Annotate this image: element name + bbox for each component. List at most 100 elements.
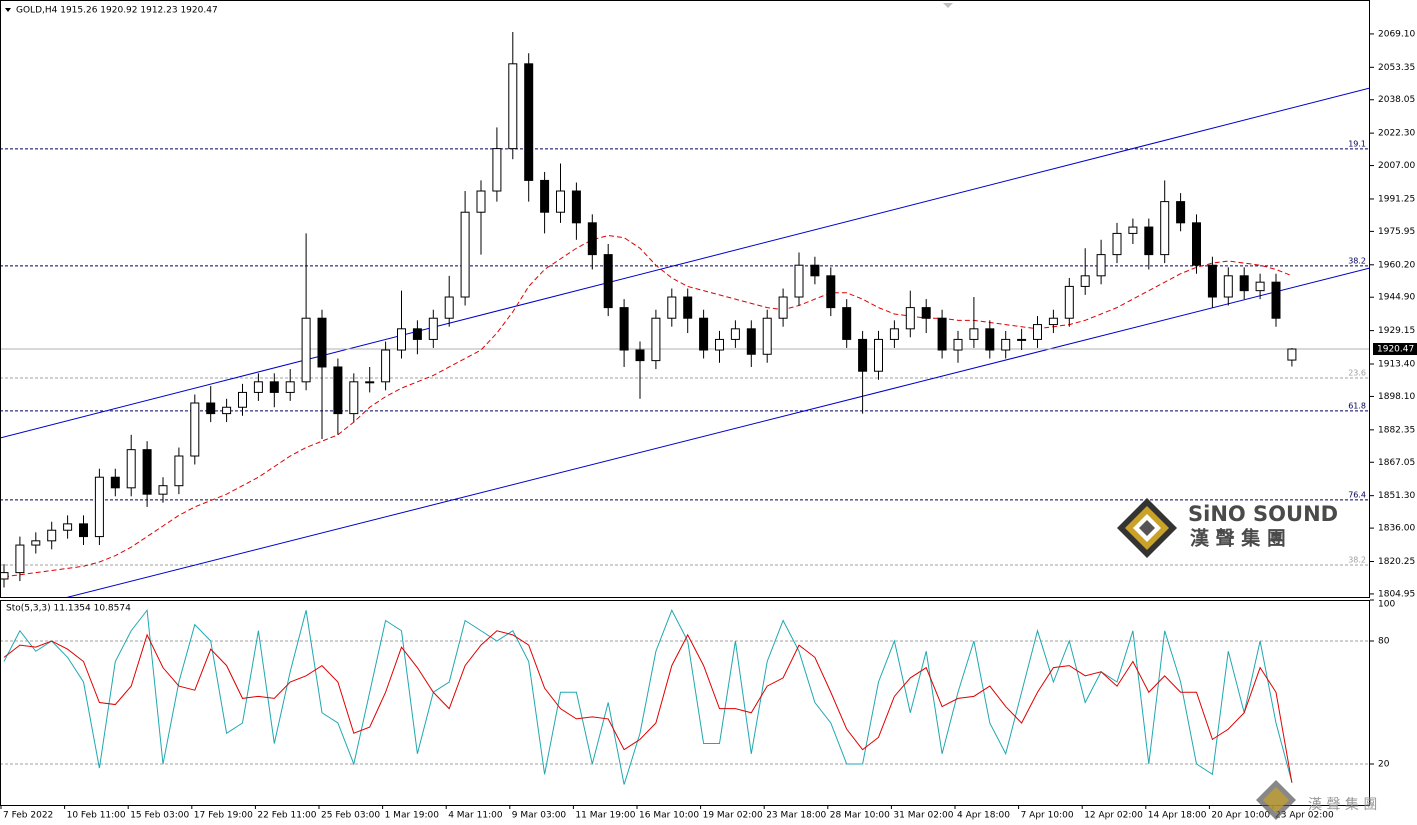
x-tick-label: 4 Apr 18:00 [957,811,1010,821]
x-tick-label: 11 Mar 19:00 [575,811,635,821]
candle-body [635,349,645,362]
candle-body [476,190,486,213]
candle-body [1017,338,1027,341]
x-tick-label: 4 Mar 11:00 [448,811,503,821]
y-tick-label: 1898.10 [1378,392,1415,402]
candle-body [603,254,613,309]
y-tick-label: 1851.30 [1378,491,1415,501]
sto-title: Sto(5,3,3) 11.1354 10.8574 [6,604,131,614]
x-tick-label: 1 Mar 19:00 [385,811,440,821]
stochastic-panel [0,608,1370,785]
candle-body [508,63,518,150]
candle-body [905,307,915,330]
sto-tick-label: 80 [1378,637,1390,647]
y-tick-label: 1913.40 [1378,360,1415,370]
logo-chinese: 漢 聲 集 團 [1190,527,1286,550]
candle-body [492,148,502,192]
logo: SiNO SOUND 漢 聲 集 團 漢 聲 集 團 [1117,498,1377,820]
main-panel: 19.1 38.2 23.6 61.8 76.4 38.2 [0,32,1370,597]
candle-body [715,338,724,351]
x-tick-label: 23 Apr 02:00 [1275,811,1334,821]
x-tick-label: 10 Feb 11:00 [67,811,126,821]
y-tick-label: 2053.35 [1378,63,1415,73]
trend-line [66,267,1370,597]
candle-body [142,449,152,495]
candle-body [174,455,184,487]
x-tick-label: 7 Feb 2022 [3,811,53,821]
candle-body [810,264,820,277]
candle-body [730,328,740,340]
x-tick-label: 15 Feb 03:00 [130,811,189,821]
logo-brand: SiNO SOUND [1188,502,1338,526]
candle-body [15,544,25,574]
candle-body [269,381,279,393]
candle-body [921,307,931,319]
candle-body [1239,275,1249,292]
candle-body [619,307,629,351]
candle-body [444,296,454,319]
fib-label: 19.1 [1348,139,1366,148]
x-tick-label: 19 Mar 02:00 [703,811,763,821]
sto-frame [0,600,1370,806]
candle-body [222,406,232,415]
sto-line [3,630,1293,783]
fib-label: 76.4 [1348,490,1366,499]
x-tick-label: 22 Feb 11:00 [257,811,316,821]
candle-body [762,317,772,355]
candle-body [746,328,756,355]
candle-body [683,296,693,319]
candle-body [826,275,836,309]
candle-body [349,381,359,415]
candle-body [428,317,438,340]
fib-label: 38.2 [1348,555,1366,564]
y-tick-label: 1867.05 [1378,458,1415,468]
candle-body [412,328,422,340]
candle-body [285,381,295,393]
candle-body [94,476,104,538]
candle-body [667,296,677,319]
x-tick-label: 14 Apr 18:00 [1148,811,1207,821]
fib-label: 38.2 [1348,256,1366,265]
main-frame [0,0,1370,598]
candle-body [47,529,57,542]
candle-body [587,222,597,256]
sto-line [3,608,1293,785]
candle-body [889,328,899,340]
candle-body [397,328,406,351]
x-tick-label: 28 Mar 10:00 [830,811,890,821]
candle-body [571,190,581,224]
x-tick-label: 16 Mar 10:00 [639,811,699,821]
candle-body [1001,338,1011,351]
candle-body [1048,317,1058,326]
logo-small-inner [1263,787,1289,813]
y-tick-label: 1836.00 [1378,524,1415,534]
candle-body [969,328,979,340]
candle-body [1176,201,1186,224]
candle-body [699,317,709,351]
candle-body [381,349,391,383]
candle-body [1192,222,1201,266]
x-tick-label: 7 Apr 10:00 [1021,811,1074,821]
candle-body [190,402,200,457]
menu-arrow [5,8,11,12]
logo-small-chinese: 漢 聲 集 團 [1308,796,1377,813]
x-tick-label: 9 Mar 03:00 [512,811,567,821]
y-tick-label: 2022.30 [1378,129,1415,139]
candle-body [1096,254,1106,277]
x-tick-label: 17 Feb 19:00 [194,811,253,821]
x-tick-label: 25 Feb 03:00 [321,811,380,821]
candle-body [31,540,41,546]
y-tick-label: 2007.00 [1378,161,1415,171]
candle-body [1160,201,1170,256]
y-tick-label: 1882.35 [1378,425,1415,435]
candle-body [126,449,136,489]
main-title: GOLD,H4 1915.26 1920.92 1912.23 1920.47 [16,6,218,16]
candle-body [1207,264,1217,298]
trend-line [0,87,1370,439]
candle-body [540,179,550,213]
candle-body [110,476,120,489]
y-tick-label: 1991.25 [1378,194,1415,204]
